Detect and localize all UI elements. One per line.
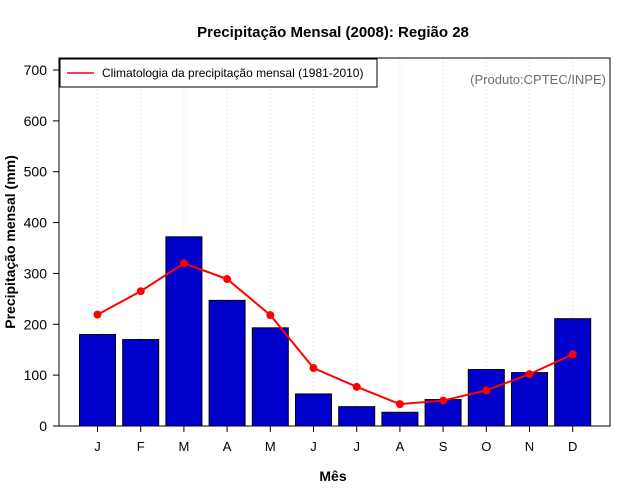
y-tick-label: 200 (24, 316, 48, 332)
climatology-point-5 (266, 311, 275, 320)
y-tick-label: 700 (24, 62, 48, 78)
x-tick-label: J (94, 439, 101, 454)
legend: Climatologia da precipitação mensal (198… (59, 58, 378, 88)
bar-12 (554, 318, 592, 427)
climatology-point-8 (395, 400, 404, 409)
bar-6 (295, 393, 332, 427)
bar-5 (251, 327, 289, 427)
y-tick-label: 300 (24, 265, 48, 281)
x-tick-label: S (439, 439, 448, 454)
bar-4 (208, 299, 246, 427)
x-tick-label: F (137, 439, 145, 454)
climatology-series (93, 259, 577, 409)
plot-frame (58, 57, 611, 427)
bar-series (79, 236, 592, 427)
bar-1 (79, 333, 116, 427)
bar-2 (122, 339, 160, 427)
legend-entry-climatology: Climatologia da precipitação mensal (198… (102, 66, 363, 80)
climatology-point-2 (136, 287, 145, 296)
y-axis-label: Precipitação mensal (mm) (2, 155, 18, 329)
source-credit: (Produto:CPTEC/INPE) (470, 72, 606, 87)
climatology-point-9 (439, 396, 448, 405)
climatology-point-11 (525, 370, 534, 379)
climatology-point-4 (223, 275, 232, 284)
climatology-line (97, 262, 574, 406)
climatology-point-10 (482, 386, 491, 395)
x-tick-label: M (178, 439, 189, 454)
x-tick-label: M (265, 439, 276, 454)
climatology-point-6 (309, 364, 318, 373)
bar-8 (381, 411, 419, 427)
y-tick-label: 100 (24, 367, 48, 383)
x-tick-label: N (525, 439, 534, 454)
bar-11 (511, 372, 548, 427)
climatology-point-12 (568, 350, 577, 359)
chart-title: Precipitação Mensal (2008): Região 28 (197, 24, 469, 41)
x-tick-label: A (396, 439, 405, 454)
x-axis-label: Mês (319, 468, 346, 484)
y-tick-label: 0 (39, 418, 47, 434)
climatology-point-1 (93, 310, 102, 319)
climatology-point-3 (179, 259, 188, 268)
y-tick-label: 600 (24, 113, 48, 129)
x-tick-label: A (223, 439, 232, 454)
x-tick-label: O (481, 439, 491, 454)
x-tick-label: J (310, 439, 317, 454)
y-tick-label: 500 (24, 164, 48, 180)
x-tick-label: J (353, 439, 360, 454)
climatology-point-7 (352, 382, 361, 391)
bar-7 (338, 406, 376, 427)
y-axis: 0 100 200 300 400 500 600 700 (24, 62, 59, 434)
legend-box (59, 58, 378, 88)
bar-10 (467, 369, 505, 427)
x-tick-label: D (568, 439, 577, 454)
y-tick-label: 400 (24, 215, 48, 231)
